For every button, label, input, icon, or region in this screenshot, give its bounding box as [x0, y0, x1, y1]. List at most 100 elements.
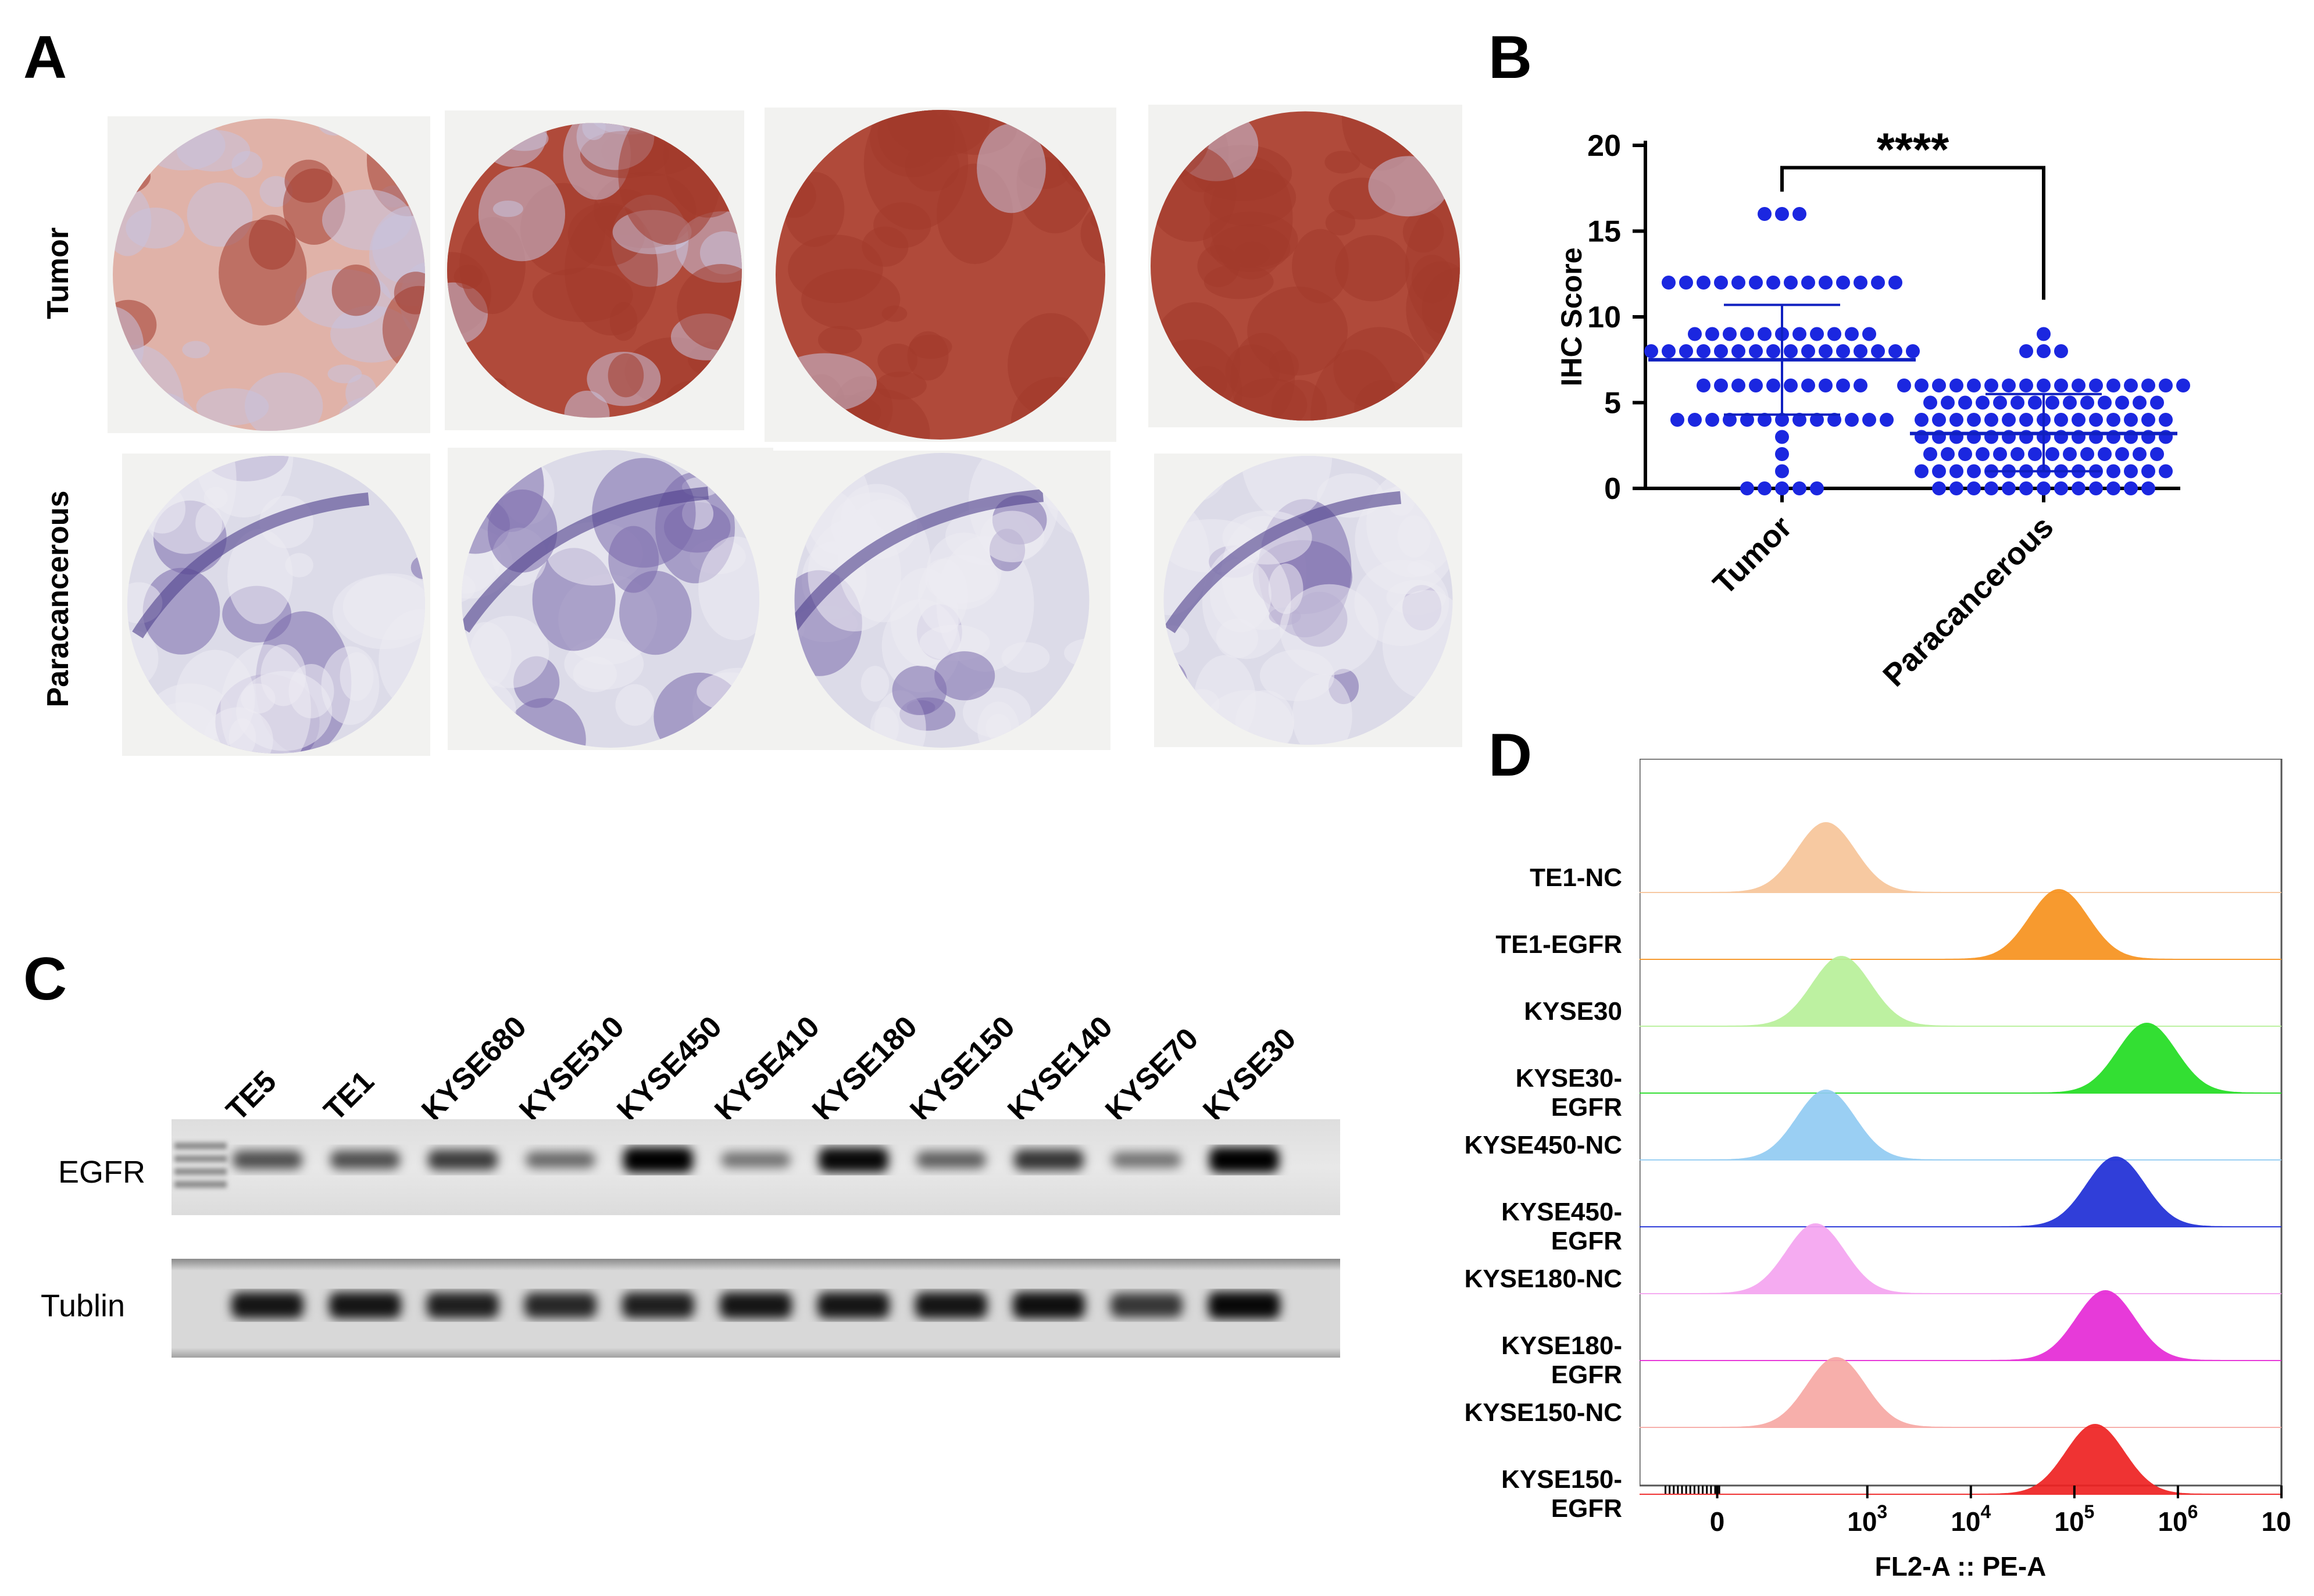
data-point [2106, 379, 2120, 392]
y-axis-label: IHC Score [1555, 248, 1588, 387]
data-point [1949, 464, 1963, 479]
data-point [1749, 344, 1763, 358]
egfr-band [623, 1147, 693, 1173]
data-point [1766, 276, 1780, 290]
data-point [1862, 327, 1876, 341]
data-point [1836, 344, 1850, 358]
data-point [2106, 413, 2120, 427]
data-point [2150, 447, 2164, 461]
data-point [1845, 413, 1859, 427]
histogram-kyse30 [1640, 956, 2281, 1027]
data-point [2133, 395, 2147, 410]
data-point [2089, 481, 2103, 495]
data-point [2080, 395, 2094, 410]
data-point [1915, 464, 1929, 479]
data-point [1766, 379, 1780, 392]
data-point [2054, 379, 2068, 392]
histogram-kyse150-egfr [1640, 1423, 2281, 1495]
data-point [2124, 413, 2138, 427]
data-point [1923, 447, 1937, 461]
paracancerous-tissue-core-3 [773, 451, 1110, 750]
data-point [1662, 344, 1676, 358]
data-point [1810, 413, 1824, 427]
data-point [1775, 430, 1789, 444]
data-point [1740, 327, 1754, 341]
lane-label-kyse680: KYSE680 [415, 1009, 533, 1128]
data-point [2011, 395, 2024, 410]
data-point [1705, 413, 1719, 427]
data-point [2063, 395, 2077, 410]
data-point [1758, 481, 1772, 495]
data-point [2080, 447, 2094, 461]
data-point [2054, 344, 2068, 358]
data-point [1731, 344, 1745, 358]
flow-label-te1-nc: TE1-NC [1530, 863, 1622, 892]
data-point [1976, 447, 1990, 461]
histogram-kyse180-nc [1640, 1223, 2281, 1294]
data-point [2002, 379, 2016, 392]
egfr-band [721, 1152, 791, 1168]
data-point [1792, 327, 1806, 341]
data-point [1749, 379, 1763, 392]
panel-d-letter: D [1488, 722, 1533, 789]
data-point [2159, 464, 2173, 479]
paracancerous-tissue-core-1 [122, 454, 430, 756]
data-point [2002, 481, 2016, 495]
data-point [1758, 207, 1772, 221]
data-point [1784, 344, 1798, 358]
data-point [1775, 207, 1789, 221]
data-point [1784, 379, 1798, 392]
tublin-band [622, 1292, 694, 1319]
data-point [1932, 464, 1946, 479]
flow-label-kyse450-nc: KYSE450-NC [1464, 1131, 1622, 1159]
data-point [2019, 413, 2033, 427]
ladder-band [174, 1168, 227, 1175]
blot-label-tublin: Tublin [41, 1288, 126, 1323]
data-point [1862, 413, 1876, 427]
paracancerous-tissue-core-2 [448, 448, 773, 750]
data-point [1845, 327, 1859, 341]
data-point [2028, 395, 2042, 410]
x-tick-label: 0 [1710, 1506, 1725, 1537]
data-point [2054, 413, 2068, 427]
data-point [2141, 379, 2155, 392]
tumor-tissue-core-3 [765, 108, 1116, 442]
data-point [2176, 379, 2190, 392]
data-point [1731, 379, 1745, 392]
data-point [2002, 413, 2016, 427]
y-tick-label: 5 [1604, 387, 1621, 420]
data-point [1697, 379, 1710, 392]
tublin-band [329, 1292, 401, 1319]
data-point [2019, 481, 2033, 495]
data-point [2098, 395, 2112, 410]
histogram-kyse180-egfr [1640, 1290, 2281, 1361]
y-tick-label: 0 [1604, 472, 1621, 506]
data-point [2089, 413, 2103, 427]
x-tick-label: 106 [2158, 1501, 2198, 1537]
egfr-band [330, 1150, 400, 1170]
egfr-band [1209, 1147, 1279, 1173]
data-point [1854, 379, 1867, 392]
data-point [2106, 464, 2120, 479]
data-point [2124, 464, 2138, 479]
data-point [2045, 395, 2059, 410]
egfr-band [233, 1150, 302, 1170]
data-point [2124, 379, 2138, 392]
data-point [1714, 379, 1728, 392]
tublin-band [817, 1292, 890, 1319]
data-point [1784, 276, 1798, 290]
data-point [1810, 481, 1824, 495]
data-point [1688, 327, 1702, 341]
lane-label-kyse410: KYSE410 [708, 1009, 826, 1128]
data-point [2019, 379, 2033, 392]
western-blot-image [172, 1119, 1340, 1358]
egfr-band [526, 1151, 595, 1169]
panel-b-letter: B [1488, 24, 1533, 91]
data-point [1723, 413, 1737, 427]
tublin-band [1013, 1291, 1085, 1319]
tublin-band [1208, 1291, 1280, 1319]
data-point [1932, 481, 1946, 495]
ladder-band [174, 1155, 227, 1162]
data-point [2098, 447, 2112, 461]
data-point [2089, 379, 2103, 392]
